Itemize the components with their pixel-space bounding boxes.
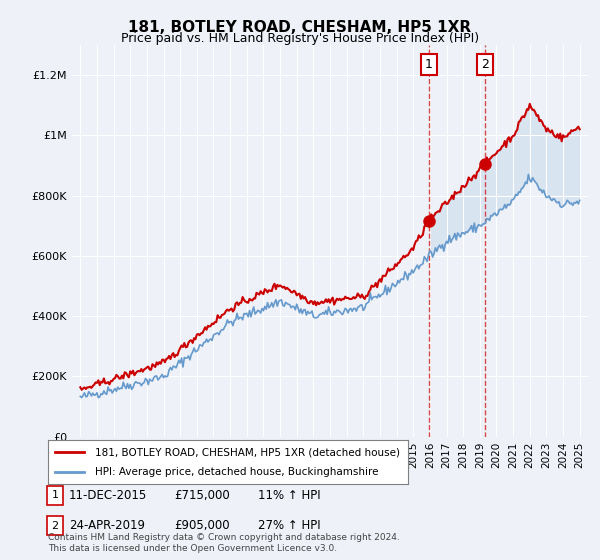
Text: Price paid vs. HM Land Registry's House Price Index (HPI): Price paid vs. HM Land Registry's House … bbox=[121, 32, 479, 45]
Text: £905,000: £905,000 bbox=[174, 519, 230, 533]
Text: 11-DEC-2015: 11-DEC-2015 bbox=[69, 488, 147, 502]
Text: 181, BOTLEY ROAD, CHESHAM, HP5 1XR: 181, BOTLEY ROAD, CHESHAM, HP5 1XR bbox=[128, 20, 472, 35]
Text: 2: 2 bbox=[481, 58, 489, 71]
Text: Contains HM Land Registry data © Crown copyright and database right 2024.
This d: Contains HM Land Registry data © Crown c… bbox=[48, 533, 400, 553]
Text: 27% ↑ HPI: 27% ↑ HPI bbox=[258, 519, 320, 533]
Text: HPI: Average price, detached house, Buckinghamshire: HPI: Average price, detached house, Buck… bbox=[95, 467, 379, 477]
Text: 2: 2 bbox=[52, 521, 58, 531]
Text: 181, BOTLEY ROAD, CHESHAM, HP5 1XR (detached house): 181, BOTLEY ROAD, CHESHAM, HP5 1XR (deta… bbox=[95, 447, 400, 457]
Text: 11% ↑ HPI: 11% ↑ HPI bbox=[258, 488, 320, 502]
Text: £715,000: £715,000 bbox=[174, 488, 230, 502]
Text: 1: 1 bbox=[425, 58, 433, 71]
Text: 24-APR-2019: 24-APR-2019 bbox=[69, 519, 145, 533]
Text: 1: 1 bbox=[52, 490, 58, 500]
FancyBboxPatch shape bbox=[47, 516, 63, 535]
FancyBboxPatch shape bbox=[47, 486, 63, 505]
